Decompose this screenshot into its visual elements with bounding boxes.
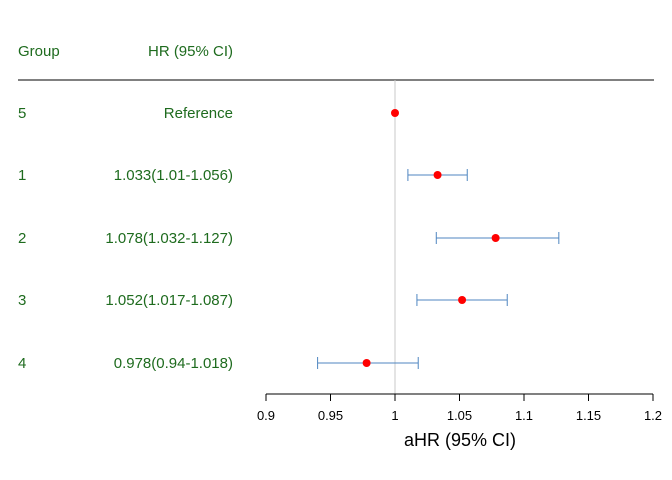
tick-label: 0.95 bbox=[318, 408, 343, 423]
tick-label: 1.05 bbox=[447, 408, 472, 423]
point-estimate bbox=[458, 296, 467, 304]
row-hr-label: 1.078(1.032-1.127) bbox=[105, 230, 233, 247]
x-axis-label: aHR (95% CI) bbox=[404, 430, 516, 450]
tick-label: 1.2 bbox=[644, 408, 662, 423]
point-estimate bbox=[362, 359, 371, 367]
point-estimate bbox=[433, 171, 442, 179]
row-group-label: 1 bbox=[18, 167, 26, 184]
row-hr-label: Reference bbox=[164, 105, 233, 122]
header-hr: HR (95% CI) bbox=[148, 43, 233, 60]
row-group-label: 5 bbox=[18, 105, 26, 122]
tick-label: 1 bbox=[391, 408, 398, 423]
row-group-label: 2 bbox=[18, 230, 26, 247]
tick-label: 1.1 bbox=[515, 408, 533, 423]
row-hr-label: 1.033(1.01-1.056) bbox=[114, 167, 233, 184]
row-hr-label: 0.978(0.94-1.018) bbox=[114, 355, 233, 372]
point-estimate bbox=[491, 234, 500, 242]
tick-label: 0.9 bbox=[257, 408, 275, 423]
row-hr-label: 1.052(1.017-1.087) bbox=[105, 292, 233, 309]
point-estimate bbox=[391, 109, 399, 117]
row-group-label: 3 bbox=[18, 292, 26, 309]
row-group-label: 4 bbox=[18, 355, 26, 372]
x-axis: 0.9 0.95 1 1.05 1.1 1.15 1.2 bbox=[257, 393, 662, 423]
rows-group: 5 Reference 1 1.033(1.01-1.056) 2 1.078(1.032… bbox=[18, 105, 560, 372]
tick-label: 1.15 bbox=[576, 408, 601, 423]
header-group: Group bbox=[18, 43, 60, 60]
